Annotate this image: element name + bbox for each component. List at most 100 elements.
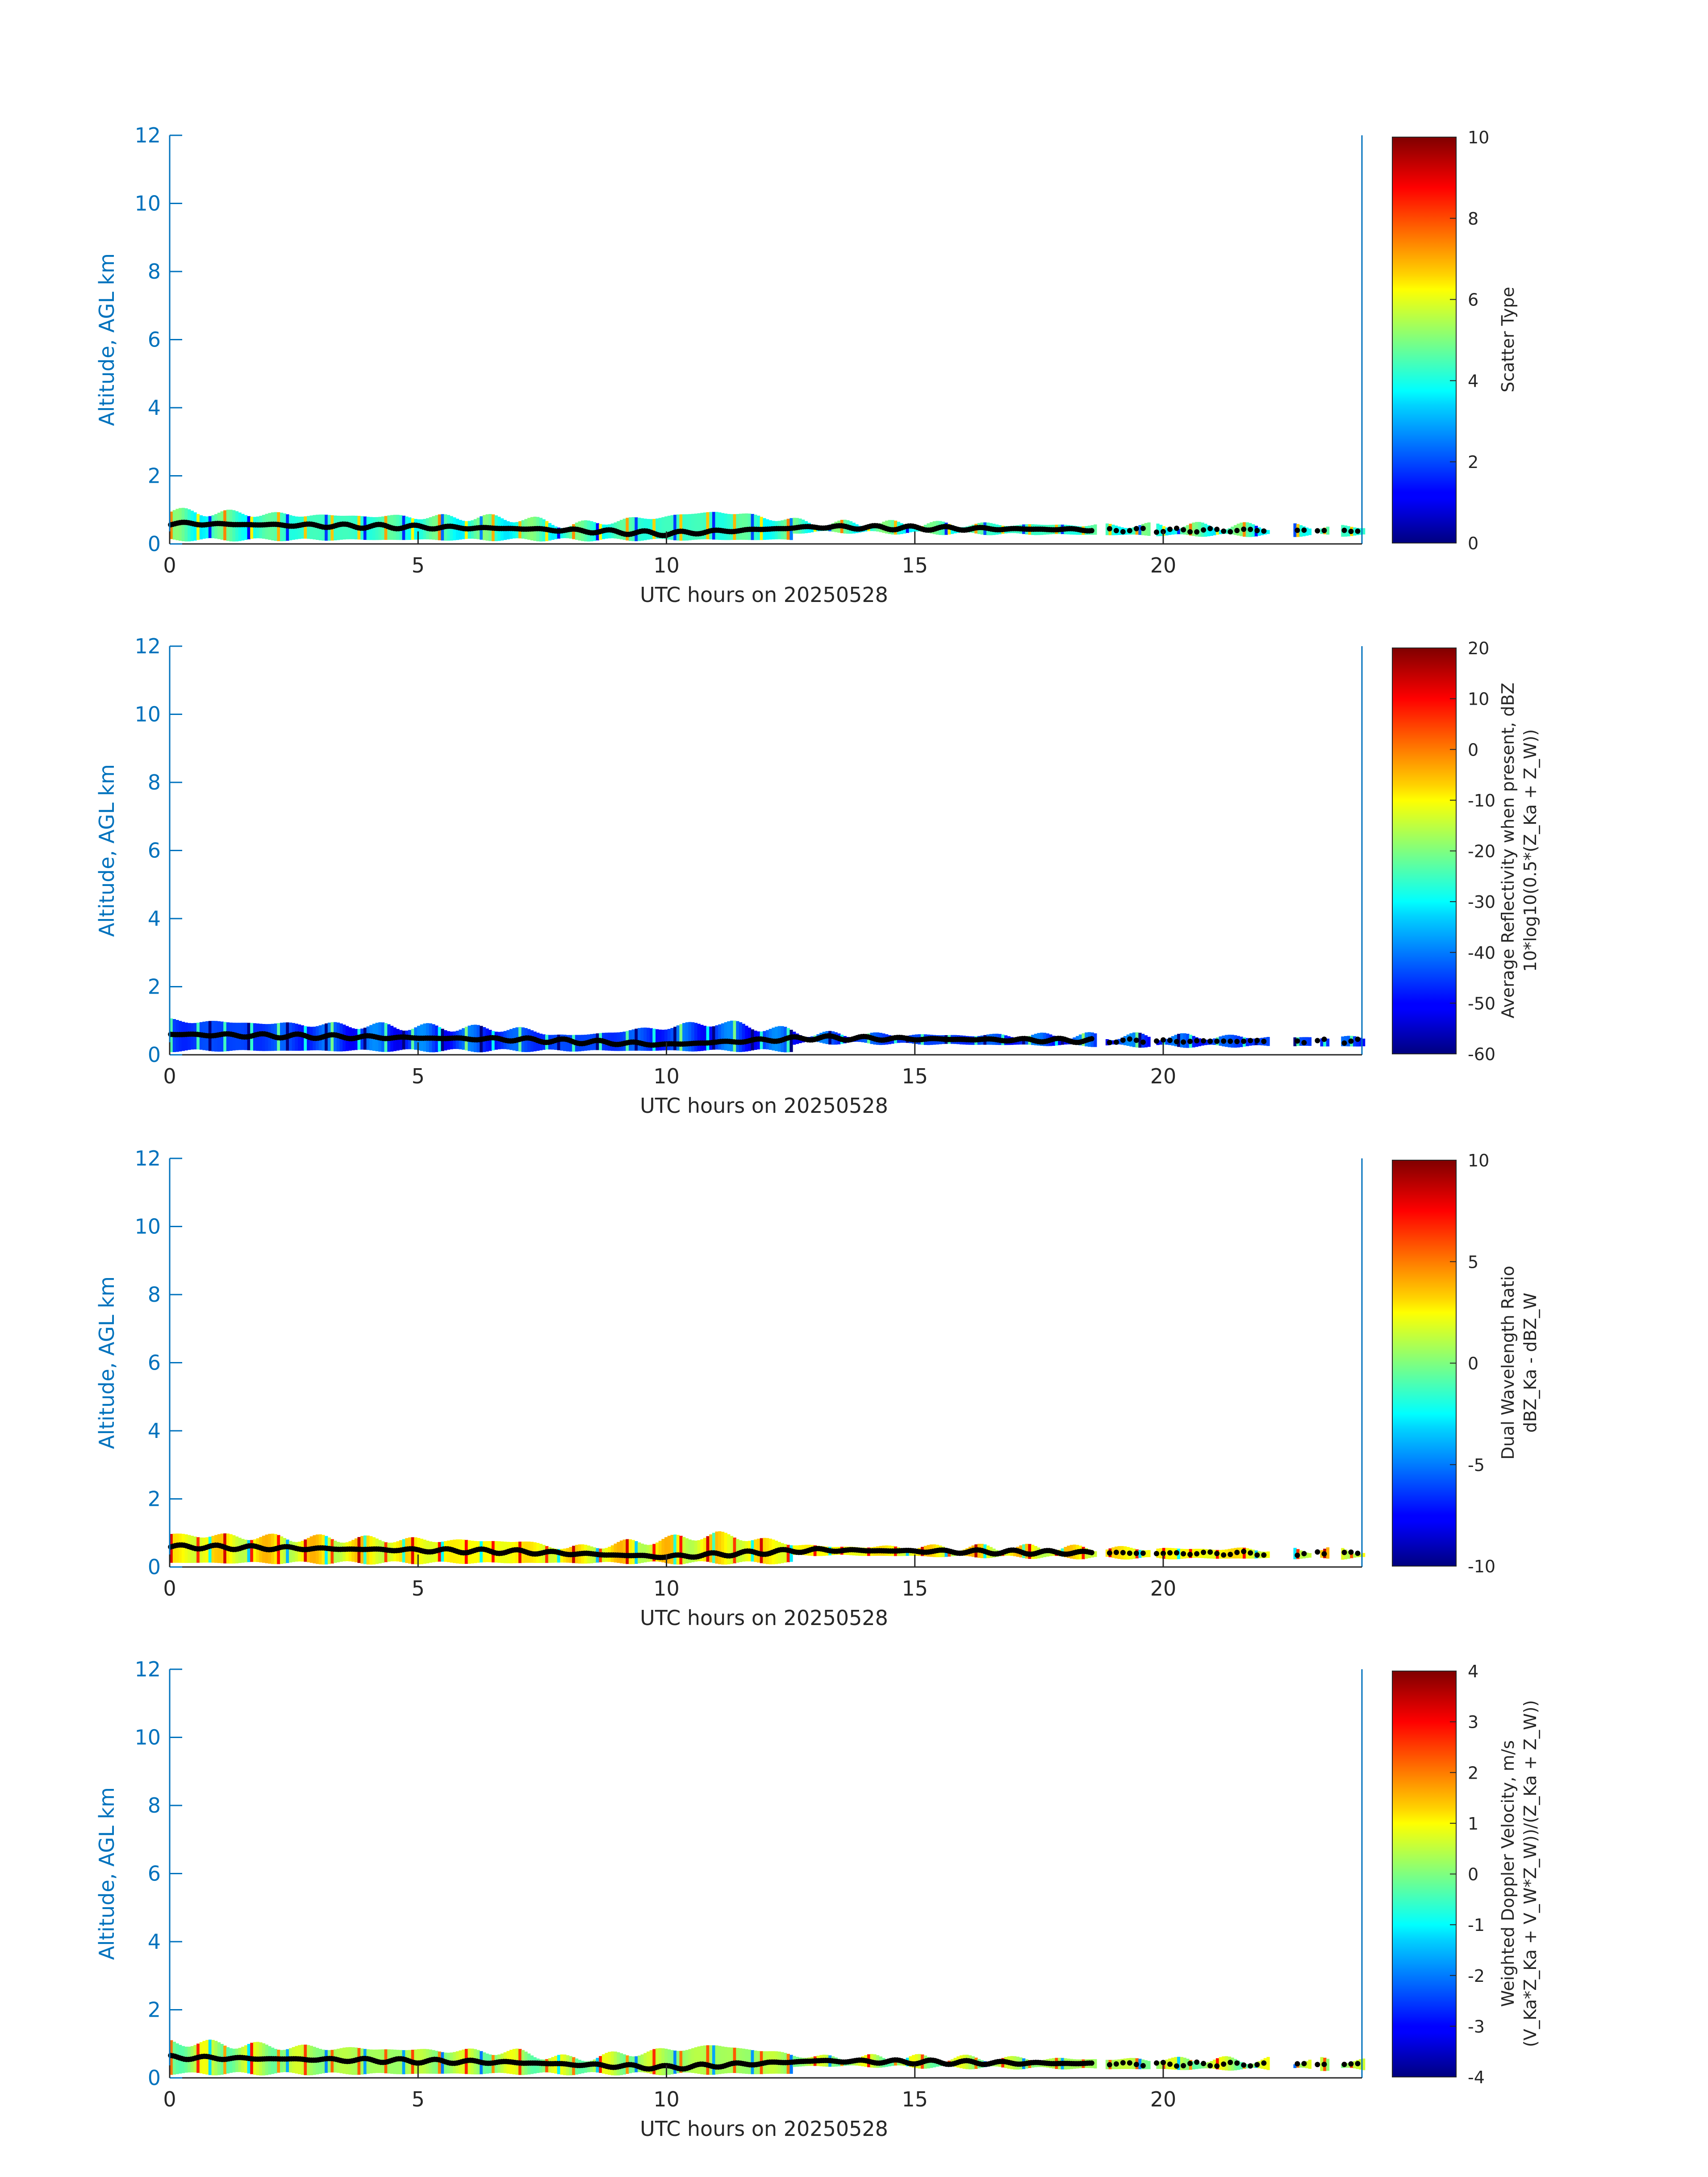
echo-column (1347, 2063, 1350, 2068)
echo-column (1111, 524, 1115, 535)
echo-column (1147, 1036, 1151, 1047)
echo-column (697, 1024, 701, 1051)
cloud-base-point (1187, 1039, 1193, 1044)
cloud-base-point (1107, 2062, 1112, 2068)
echo-column (700, 1539, 704, 1562)
echo-column (283, 1538, 286, 1564)
echo-column (217, 1534, 221, 1563)
cloud-base-point (1228, 1038, 1233, 1044)
echo-column (214, 1535, 218, 1563)
x-axis-label: UTC hours on 20250528 (640, 583, 888, 607)
echo-column (342, 1542, 346, 1562)
echo-column (1061, 1039, 1065, 1045)
echo-column (694, 2047, 698, 2073)
echo-column (703, 1026, 707, 1051)
echo-column (402, 1030, 405, 1050)
echo-column (682, 1537, 686, 1564)
echo-column (679, 1024, 683, 1051)
echo-column (652, 1544, 656, 1562)
echo-column (709, 1026, 713, 1050)
cloud-base-point (1167, 2061, 1173, 2067)
echo-column (656, 2048, 659, 2075)
echo-column (480, 1541, 483, 1563)
cloud-base-point (1174, 1550, 1179, 1556)
echo-column (635, 517, 638, 541)
echo-column (712, 512, 716, 540)
cloud-base-point (1228, 1551, 1233, 1557)
echo-column (617, 1032, 620, 1051)
echo-column (691, 1540, 695, 1563)
colorbar-tick-label: -50 (1468, 994, 1495, 1013)
echo-column (1326, 1547, 1330, 1559)
cloud-base-point (1133, 2062, 1139, 2067)
echo-column (1326, 526, 1330, 535)
echo-column (679, 2051, 683, 2073)
y-tick-label: 4 (148, 1419, 161, 1443)
echo-field (170, 2039, 1366, 2076)
cloud-base-point (1315, 2062, 1320, 2068)
cloud-base-point (1181, 527, 1186, 533)
echo-column (554, 1549, 558, 1563)
panel-2: 0 2 4 6 8 10 12 0 5 10 15 20 UTC hours on 20250528 Al… (95, 634, 1540, 1118)
echo-column (265, 1024, 268, 1051)
echo-column (563, 1035, 567, 1051)
axes: 0 2 4 6 8 10 12 0 5 10 15 20 UTC hours on 20250528 Al… (95, 1146, 1363, 1630)
echo-column (1195, 522, 1199, 537)
cloud-base-point (1355, 528, 1361, 534)
echo-column (670, 2050, 674, 2075)
echo-column (405, 1030, 409, 1049)
echo-column (626, 518, 629, 541)
cloud-base-point (1295, 527, 1300, 533)
echo-column (1308, 1037, 1312, 1046)
echo-column (656, 1029, 659, 1051)
echo-column (1245, 522, 1249, 537)
echo-column (211, 515, 215, 539)
cloud-base-point (1221, 1552, 1227, 1558)
y-tick-label: 8 (148, 259, 161, 284)
y-axis-label: Altitude, AGL km (95, 253, 119, 426)
cloud-base-point (1254, 528, 1260, 534)
echo-column (244, 1539, 248, 1563)
echo-column (909, 527, 912, 532)
colorbar-label: 10*log10(0.5*(Z_Ka + Z_W)) (1520, 729, 1540, 972)
echo-column (685, 1022, 689, 1052)
y-tick-label: 8 (148, 1793, 161, 1818)
echo-column (891, 2061, 894, 2066)
y-tick-label: 10 (134, 1215, 161, 1239)
echo-column (1094, 524, 1097, 535)
echo-column (247, 516, 251, 539)
echo-column (1353, 1553, 1357, 1558)
echo-column (292, 1542, 295, 1562)
colorbar-tick-label: 10 (1468, 128, 1489, 147)
echo-column (1362, 2058, 1366, 2070)
cloud-base-point (1355, 1036, 1361, 1042)
echo-column (1165, 2060, 1169, 2069)
cloud-base-point (1167, 1550, 1173, 1556)
echo-column (295, 1542, 298, 1562)
echo-column (724, 1022, 727, 1051)
echo-column (777, 1542, 781, 1564)
echo-column (566, 527, 570, 539)
cloud-base-point (1261, 1552, 1267, 1558)
colorbar-tick-label: 4 (1468, 371, 1478, 391)
cloud-base-point (1214, 1550, 1220, 1556)
echo-column (691, 514, 695, 540)
y-tick-label: 0 (148, 532, 161, 556)
cloud-base-point (1355, 2061, 1361, 2067)
echo-column (873, 526, 877, 531)
echo-column (360, 2048, 364, 2075)
cloud-base-point (1133, 1037, 1139, 1043)
echo-column (1308, 528, 1312, 535)
echo-column (688, 514, 692, 540)
echo-column (748, 2049, 752, 2074)
cloud-base-point (1174, 1039, 1179, 1045)
cloud-base-series (168, 1031, 1361, 1048)
echo-column (670, 1028, 674, 1050)
echo-column (1144, 1035, 1148, 1048)
echo-column (289, 1541, 292, 1563)
echo-column (438, 2052, 441, 2074)
echo-column (703, 1538, 707, 1562)
echo-column (375, 517, 379, 540)
echo-column (1323, 1038, 1327, 1047)
echo-column (298, 1024, 301, 1051)
